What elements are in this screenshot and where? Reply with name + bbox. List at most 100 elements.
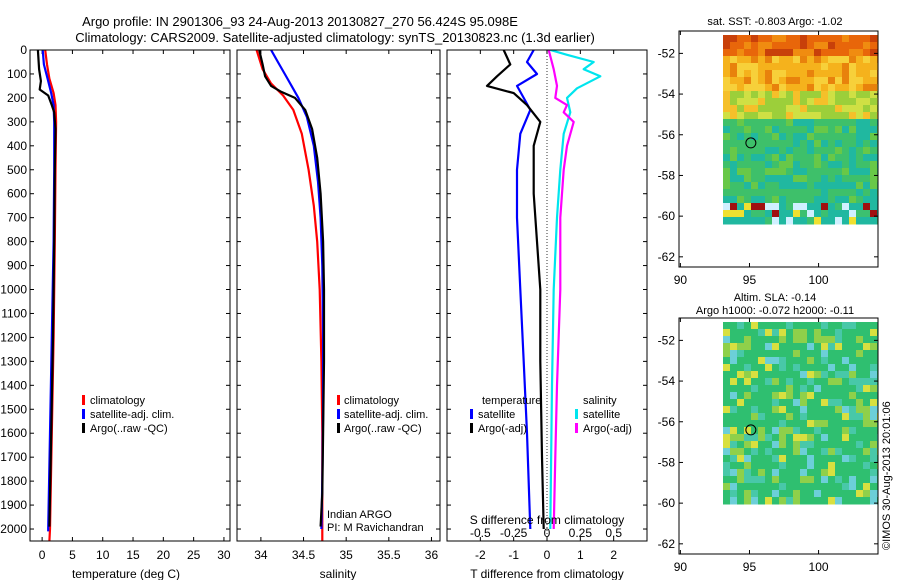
map-pixel <box>723 392 731 400</box>
map-pixel <box>751 476 759 484</box>
map-pixel <box>758 63 766 71</box>
map-pixel <box>856 147 864 155</box>
map-pixel <box>793 112 801 120</box>
map-pixel <box>863 210 871 218</box>
map-pixel <box>863 112 871 120</box>
map-pixel <box>800 168 808 176</box>
map-pixel <box>744 126 752 134</box>
map-pixel <box>849 42 857 50</box>
map-pixel <box>800 42 808 50</box>
map-pixel <box>779 343 787 351</box>
map-pixel <box>842 329 850 337</box>
map-pixel <box>863 84 871 92</box>
map-pixel <box>723 350 731 358</box>
map-pixel <box>737 98 745 106</box>
map-pixel <box>807 350 815 358</box>
series-line-salinity-satellite <box>549 50 602 530</box>
map-pixel <box>807 119 815 127</box>
map-pixel <box>758 392 766 400</box>
map-pixel <box>744 91 752 99</box>
map-pixel <box>828 406 836 414</box>
map-pixel <box>772 105 780 113</box>
map-pixel <box>779 35 787 43</box>
map-pixel <box>786 329 794 337</box>
map-pixel <box>800 154 808 162</box>
map-pixel <box>765 497 773 505</box>
map-pixel <box>856 119 864 127</box>
map-pixel <box>793 91 801 99</box>
map-pixel <box>856 203 864 211</box>
map-pixel <box>758 420 766 428</box>
map-pixel <box>723 35 731 43</box>
map-pixel <box>870 77 878 85</box>
map-pixel <box>737 357 745 365</box>
map-pixel <box>793 175 801 183</box>
map-pixel <box>828 476 836 484</box>
legend-label-satellite: satellite-adj. clim. <box>344 409 428 421</box>
map-pixel <box>737 364 745 372</box>
map-pixel <box>835 357 843 365</box>
map-pixel <box>863 420 871 428</box>
map-pixel <box>856 420 864 428</box>
map-pixel <box>793 420 801 428</box>
map-pixel <box>786 483 794 491</box>
map-pixel <box>863 56 871 64</box>
map-pixel <box>828 147 836 155</box>
map-pixel <box>842 455 850 463</box>
map-pixel <box>814 497 822 505</box>
map-pixel <box>800 371 808 379</box>
map-pixel <box>835 350 843 358</box>
map-pixel <box>779 385 787 393</box>
map-pixel <box>807 371 815 379</box>
map-pixel <box>870 420 878 428</box>
sst-map-panel: sat. SST: -0.803 Argo: -1.02 90 95 100 -52 -… <box>658 16 879 287</box>
map-pixel <box>793 210 801 218</box>
map-pixel <box>772 182 780 190</box>
map-pixel <box>849 161 857 169</box>
map-pixel <box>800 357 808 365</box>
map-pixel <box>828 336 836 344</box>
map-pixel <box>793 483 801 491</box>
map-pixel <box>765 483 773 491</box>
map-pixel <box>856 189 864 197</box>
map-xtick-label: 95 <box>743 273 757 287</box>
map-pixel <box>779 427 787 435</box>
map-pixel <box>744 56 752 64</box>
map-pixel <box>758 56 766 64</box>
map-pixel <box>779 448 787 456</box>
map-pixel <box>842 392 850 400</box>
map-pixel <box>870 42 878 50</box>
map-pixel <box>821 147 829 155</box>
map-pixel <box>828 392 836 400</box>
map-pixel <box>786 112 794 120</box>
map-pixel <box>807 105 815 113</box>
map-pixel <box>828 371 836 379</box>
map-pixel <box>723 497 731 505</box>
map-pixel <box>814 350 822 358</box>
map-pixel <box>751 329 759 337</box>
map-pixel <box>828 119 836 127</box>
temperature-xticks: 0 5 10 15 20 25 30 <box>39 50 231 562</box>
legend-label-argo: Argo(..raw -QC) <box>344 423 422 435</box>
map-pixel <box>723 77 731 85</box>
map-pixel <box>737 441 745 449</box>
map-pixel <box>737 77 745 85</box>
legend-label-climatology: climatology <box>90 395 146 407</box>
map-pixel <box>737 35 745 43</box>
map-pixel <box>779 336 787 344</box>
map-pixel <box>779 91 787 99</box>
map-pixel <box>744 413 752 421</box>
map-pixel <box>807 175 815 183</box>
map-pixel <box>800 490 808 498</box>
map-pixel <box>835 70 843 78</box>
map-pixel <box>870 455 878 463</box>
map-pixel <box>793 357 801 365</box>
map-pixel <box>751 413 759 421</box>
map-pixel <box>751 427 759 435</box>
map-pixel <box>842 133 850 141</box>
map-pixel <box>772 385 780 393</box>
map-pixel <box>849 56 857 64</box>
map-pixel <box>821 133 829 141</box>
map-pixel <box>849 399 857 407</box>
